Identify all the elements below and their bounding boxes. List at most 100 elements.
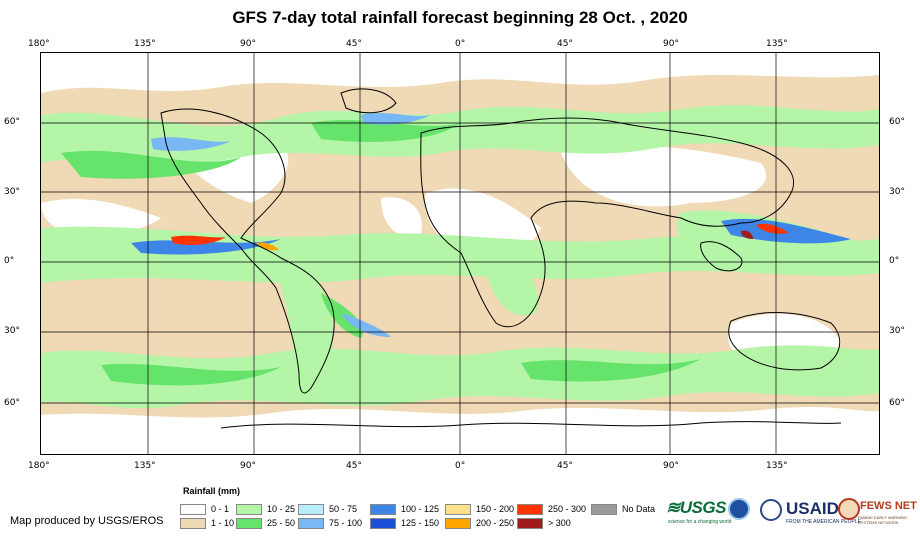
legend-label: 100 - 125	[401, 504, 440, 514]
pacific-extreme-rain	[171, 235, 226, 245]
legend-item: 150 - 200	[445, 503, 514, 515]
legend-item: 200 - 250	[445, 517, 514, 529]
north-atlantic-heavy	[311, 120, 461, 142]
legend-swatch	[591, 503, 617, 515]
legend-item: 1 - 10	[180, 517, 234, 529]
legend-swatch	[445, 503, 471, 515]
asia-dry	[561, 145, 767, 207]
legend-swatch	[517, 503, 543, 515]
fews-net-emblem-icon	[838, 498, 860, 520]
lon-tick-bottom: 0°	[455, 461, 466, 471]
lon-tick-top: 135°	[766, 39, 788, 49]
central-america-extreme	[256, 242, 279, 251]
greenland-coast	[340, 88, 397, 114]
usgs-logo: ≋USGS	[666, 498, 726, 517]
graticule	[41, 53, 879, 454]
atlantic-dry	[381, 197, 422, 237]
lon-tick-bottom: 135°	[134, 461, 156, 471]
lat-tick-right: 0°	[889, 256, 900, 266]
south-atlantic-heavy	[341, 313, 391, 337]
pacific-dry	[41, 198, 161, 235]
indonesia-coast	[700, 241, 743, 272]
alaska-gulf-heavy	[151, 137, 231, 151]
legend-label: 0 - 1	[211, 504, 230, 514]
credit-text: Map produced by USGS/EROS	[10, 515, 164, 527]
lon-tick-bottom: 135°	[766, 461, 788, 471]
legend-item: No Data	[591, 503, 655, 515]
rainfall-map	[40, 52, 880, 455]
usgs-tagline: science for a changing world	[668, 519, 732, 525]
central-africa-rain	[481, 253, 539, 316]
lat-tick-left: 60°	[4, 398, 20, 408]
lat-tick-right: 30°	[889, 187, 905, 197]
legend-label: 10 - 25	[267, 504, 296, 514]
lat-tick-right: 60°	[889, 117, 905, 127]
lat-tick-left: 60°	[4, 117, 20, 127]
south-pacific-heavy	[101, 363, 281, 386]
legend-label: 200 - 250	[476, 518, 515, 528]
lon-tick-top: 45°	[557, 39, 573, 49]
legend-label: 125 - 150	[401, 518, 440, 528]
legend-title: Rainfall (mm)	[183, 486, 241, 496]
rainfall-map-svg	[41, 53, 879, 454]
map-title: GFS 7-day total rainfall forecast beginn…	[232, 8, 688, 27]
lon-tick-top: 180°	[28, 39, 50, 49]
lat-tick-left: 0°	[4, 256, 15, 266]
legend-item: 0 - 1	[180, 503, 229, 515]
legend-label: 250 - 300	[548, 504, 587, 514]
noaa-emblem-icon	[728, 498, 750, 520]
east-pacific-itcz	[131, 239, 281, 255]
antarctica-coast	[220, 421, 842, 429]
legend-item: 50 - 75	[298, 503, 357, 515]
legend-swatch	[370, 517, 396, 529]
legend-item: 250 - 300	[517, 503, 586, 515]
legend-item: 100 - 125	[370, 503, 439, 515]
north-pacific-heavy	[61, 150, 241, 179]
legend-swatch	[370, 503, 396, 515]
lon-tick-bottom: 90°	[663, 461, 679, 471]
legend-label: 50 - 75	[329, 504, 358, 514]
lon-tick-top: 45°	[346, 39, 362, 49]
philippines-peak	[741, 230, 753, 239]
legend-swatch	[236, 517, 262, 529]
lon-tick-top: 0°	[455, 39, 466, 49]
lon-tick-top: 90°	[240, 39, 256, 49]
lon-tick-bottom: 180°	[28, 461, 50, 471]
usaid-tagline: FROM THE AMERICAN PEOPLE	[786, 519, 861, 525]
legend-label: 75 - 100	[329, 518, 363, 528]
lon-tick-bottom: 45°	[557, 461, 573, 471]
legend-swatch	[298, 503, 324, 515]
fews-net-tagline: FAMINE EARLY WARNING SYSTEMS NETWORK	[858, 515, 908, 525]
americas-coast	[160, 108, 335, 394]
lon-tick-top: 90°	[663, 39, 679, 49]
legend-label: 150 - 200	[476, 504, 515, 514]
legend-label: 1 - 10	[211, 518, 235, 528]
legend-swatch	[180, 503, 206, 515]
lat-tick-right: 60°	[889, 398, 905, 408]
lat-tick-left: 30°	[4, 187, 20, 197]
lon-tick-top: 135°	[134, 39, 156, 49]
fews-net-logo: FEWS NET	[860, 500, 917, 512]
legend-item: 10 - 25	[236, 503, 295, 515]
iceland-heavy	[361, 113, 431, 125]
lon-tick-bottom: 45°	[346, 461, 362, 471]
legend-label: 25 - 50	[267, 518, 296, 528]
philippines-extreme	[756, 223, 789, 234]
us-seal-icon	[760, 499, 782, 521]
south-america-rain	[277, 243, 333, 371]
legend-item: 125 - 150	[370, 517, 439, 529]
lat-tick-left: 30°	[4, 326, 20, 336]
legend-swatch	[517, 517, 543, 529]
legend-label: No Data	[622, 504, 656, 514]
lon-tick-bottom: 90°	[240, 461, 256, 471]
legend-label: > 300	[548, 518, 571, 528]
legend-swatch	[180, 517, 206, 529]
lat-tick-right: 30°	[889, 326, 905, 336]
legend-item: > 300	[517, 517, 571, 529]
legend-item: 75 - 100	[298, 517, 362, 529]
legend-item: 25 - 50	[236, 517, 295, 529]
usaid-logo: USAID	[786, 499, 839, 518]
australia-coast	[728, 312, 841, 371]
legend-swatch	[298, 517, 324, 529]
legend-swatch	[445, 517, 471, 529]
